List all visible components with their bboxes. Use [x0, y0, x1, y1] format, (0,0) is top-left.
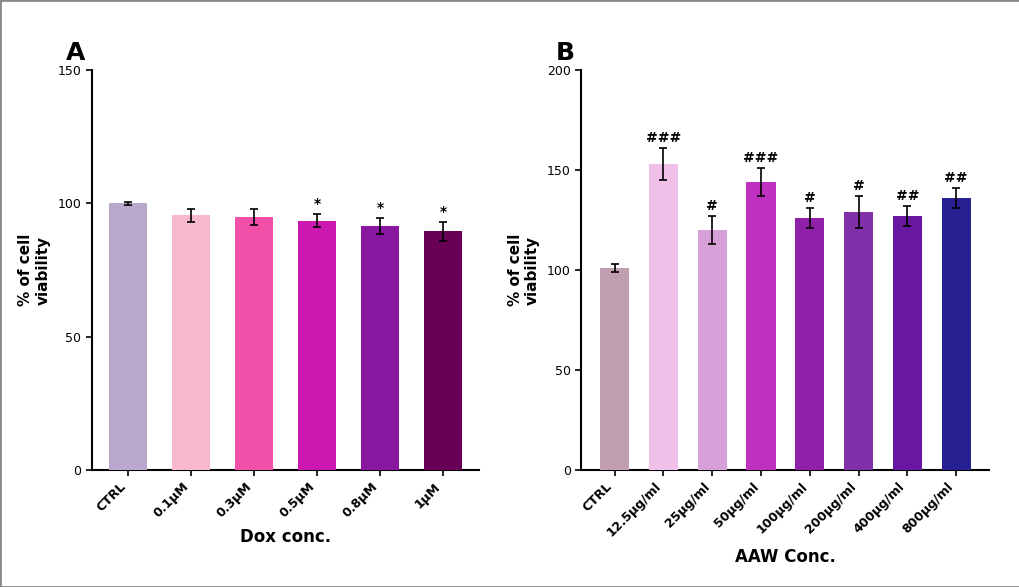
Bar: [298, 221, 335, 470]
Bar: [361, 226, 398, 470]
Text: #: #: [705, 199, 717, 213]
X-axis label: AAW Conc.: AAW Conc.: [735, 548, 835, 565]
Bar: [892, 216, 921, 470]
Text: ###: ###: [743, 151, 777, 165]
Bar: [235, 217, 273, 470]
Bar: [648, 164, 678, 470]
Text: *: *: [439, 205, 446, 219]
Y-axis label: % of cell
viability: % of cell viability: [18, 234, 51, 306]
Text: ###: ###: [645, 131, 681, 145]
Bar: [109, 204, 147, 470]
Bar: [941, 198, 970, 470]
Text: #: #: [803, 191, 815, 205]
Text: A: A: [66, 41, 86, 65]
Text: *: *: [313, 197, 320, 211]
Bar: [697, 230, 727, 470]
Bar: [795, 218, 823, 470]
Bar: [424, 231, 462, 470]
Y-axis label: % of cell
viability: % of cell viability: [507, 234, 540, 306]
Bar: [746, 182, 774, 470]
X-axis label: Dox conc.: Dox conc.: [239, 528, 331, 546]
Text: #: #: [852, 179, 864, 193]
Bar: [599, 268, 629, 470]
Bar: [843, 212, 872, 470]
Text: ##: ##: [944, 171, 967, 185]
Text: ##: ##: [895, 189, 918, 203]
Text: *: *: [376, 201, 383, 215]
Bar: [172, 215, 210, 470]
Text: B: B: [555, 41, 575, 65]
